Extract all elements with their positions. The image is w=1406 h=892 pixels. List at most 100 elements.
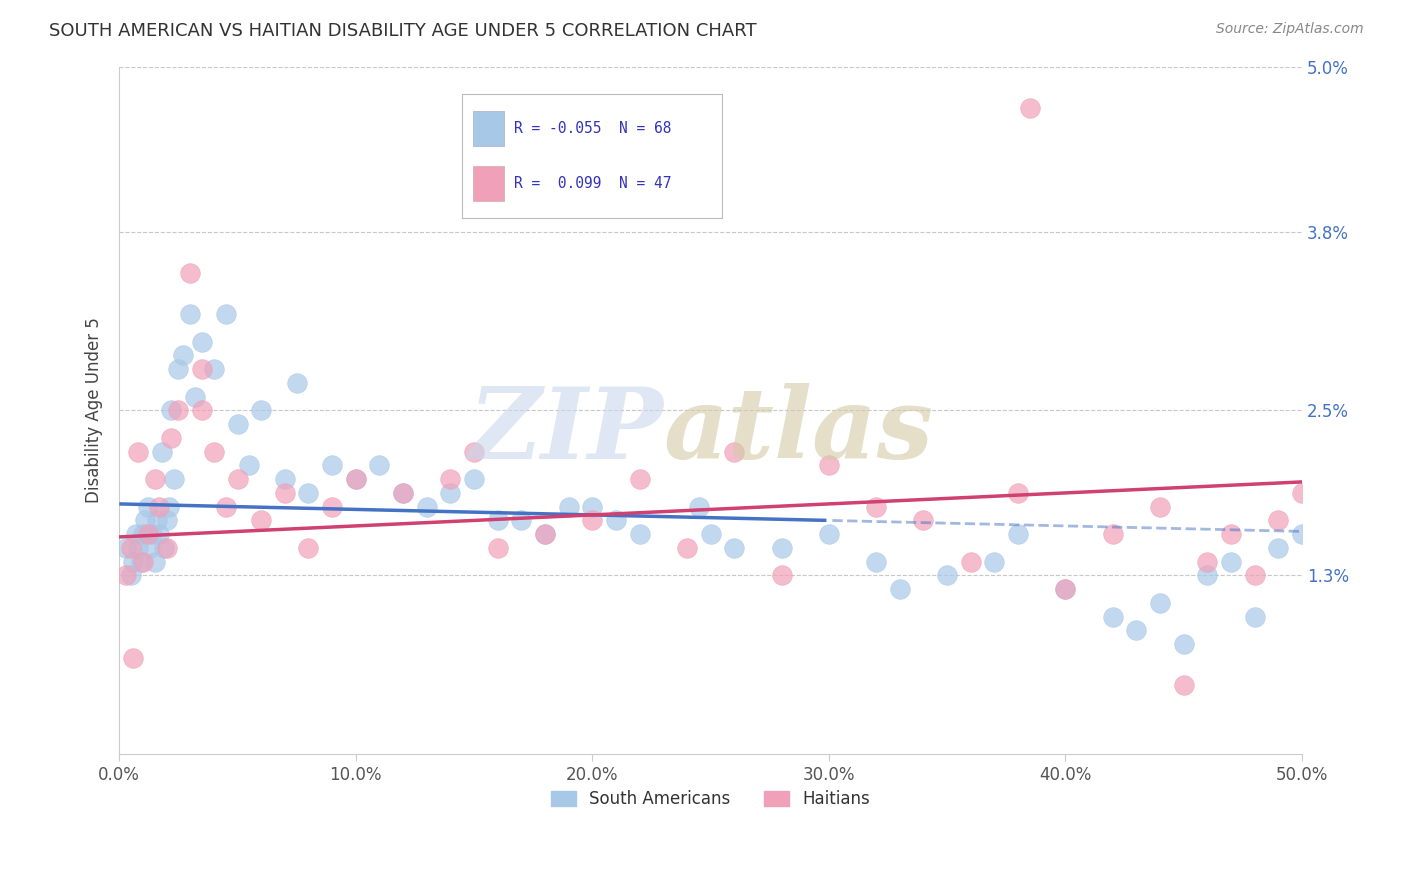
Point <box>132 555 155 569</box>
Point <box>983 555 1005 569</box>
Point <box>699 527 721 541</box>
Text: SOUTH AMERICAN VS HAITIAN DISABILITY AGE UNDER 5 CORRELATION CHART: SOUTH AMERICAN VS HAITIAN DISABILITY AGE… <box>49 22 756 40</box>
Point <box>122 651 145 665</box>
Point <box>122 555 145 569</box>
Point <box>510 513 533 527</box>
Point <box>321 458 343 473</box>
Text: atlas: atlas <box>664 383 934 479</box>
Point <box>1101 609 1123 624</box>
Point <box>344 472 367 486</box>
Point <box>202 362 225 376</box>
Point <box>723 541 745 555</box>
Point <box>191 334 214 349</box>
Point <box>368 458 391 473</box>
Point <box>865 555 887 569</box>
Point <box>115 568 138 582</box>
Point <box>191 403 214 417</box>
Point <box>155 541 177 555</box>
Point <box>136 527 159 541</box>
Point <box>889 582 911 597</box>
Point <box>150 444 173 458</box>
Point <box>148 527 170 541</box>
Point <box>143 555 166 569</box>
Point <box>167 362 190 376</box>
Point <box>157 500 180 514</box>
Point <box>1101 527 1123 541</box>
Point <box>250 513 273 527</box>
Point <box>416 500 439 514</box>
Point <box>1267 513 1289 527</box>
Point <box>1197 568 1219 582</box>
Point <box>1243 568 1265 582</box>
Point <box>238 458 260 473</box>
Point <box>250 403 273 417</box>
Point <box>146 513 169 527</box>
Point <box>463 444 485 458</box>
Point <box>439 486 461 500</box>
Point <box>179 307 201 321</box>
Point <box>202 444 225 458</box>
Point <box>817 527 839 541</box>
Point <box>392 486 415 500</box>
Point <box>139 541 162 555</box>
Point <box>936 568 959 582</box>
Point <box>125 527 148 541</box>
Point <box>153 541 176 555</box>
Point <box>148 500 170 514</box>
Point <box>723 444 745 458</box>
Point <box>392 486 415 500</box>
Point <box>676 541 699 555</box>
Point <box>770 568 793 582</box>
Point <box>463 472 485 486</box>
Point <box>215 500 238 514</box>
Point <box>1007 486 1029 500</box>
Point <box>167 403 190 417</box>
Point <box>1054 582 1077 597</box>
Point <box>163 472 186 486</box>
Point <box>1149 596 1171 610</box>
Point <box>226 472 249 486</box>
Point <box>1243 609 1265 624</box>
Point <box>344 472 367 486</box>
Point <box>1219 555 1241 569</box>
Point <box>1054 582 1077 597</box>
Point <box>865 500 887 514</box>
Point <box>1291 486 1313 500</box>
Point <box>143 472 166 486</box>
Point <box>215 307 238 321</box>
Point <box>1173 637 1195 651</box>
Point <box>191 362 214 376</box>
Point <box>160 431 183 445</box>
Point <box>274 472 297 486</box>
Point <box>297 486 319 500</box>
Point <box>160 403 183 417</box>
Point <box>127 444 149 458</box>
Point <box>439 472 461 486</box>
Point <box>115 541 138 555</box>
Point <box>274 486 297 500</box>
Point <box>184 390 207 404</box>
Point <box>1007 527 1029 541</box>
Point <box>770 541 793 555</box>
Text: Source: ZipAtlas.com: Source: ZipAtlas.com <box>1216 22 1364 37</box>
Point <box>557 500 579 514</box>
Point <box>628 472 651 486</box>
Point <box>817 458 839 473</box>
Point <box>1125 624 1147 638</box>
Point <box>959 555 981 569</box>
Point <box>172 348 194 362</box>
Point <box>1291 527 1313 541</box>
Point <box>127 541 149 555</box>
Point <box>605 513 627 527</box>
Point <box>581 500 603 514</box>
Point <box>1267 541 1289 555</box>
Point <box>581 513 603 527</box>
Point <box>141 527 163 541</box>
Text: ZIP: ZIP <box>468 383 664 479</box>
Point <box>285 376 308 390</box>
Point <box>120 541 142 555</box>
Point <box>136 500 159 514</box>
Point <box>688 500 710 514</box>
Point <box>297 541 319 555</box>
Point <box>226 417 249 432</box>
